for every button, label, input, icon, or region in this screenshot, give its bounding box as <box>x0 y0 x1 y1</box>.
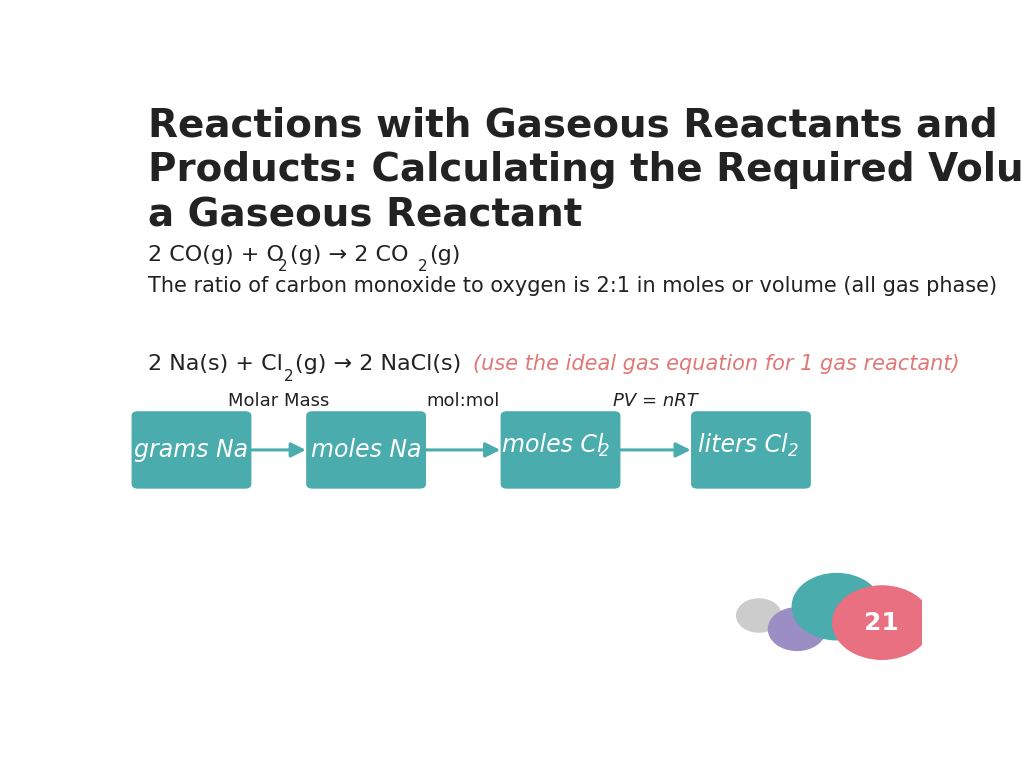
Text: mol:mol: mol:mol <box>427 392 500 410</box>
Text: moles Na: moles Na <box>311 438 421 462</box>
Text: 2: 2 <box>278 260 288 274</box>
Circle shape <box>833 586 931 659</box>
Text: PV = nRT: PV = nRT <box>613 392 698 410</box>
Text: 2: 2 <box>418 260 427 274</box>
Text: Molar Mass: Molar Mass <box>228 392 330 410</box>
Text: Reactions with Gaseous Reactants and: Reactions with Gaseous Reactants and <box>147 107 997 145</box>
Text: The ratio of carbon monoxide to oxygen is 2:1 in moles or volume (all gas phase): The ratio of carbon monoxide to oxygen i… <box>147 276 997 296</box>
Text: 21: 21 <box>864 611 899 634</box>
FancyBboxPatch shape <box>131 411 252 488</box>
Text: 2 CO(g) + O: 2 CO(g) + O <box>147 245 284 265</box>
Text: Products: Calculating the Required Volume of: Products: Calculating the Required Volum… <box>147 151 1024 189</box>
Text: liters Cl: liters Cl <box>698 433 787 457</box>
Text: 2: 2 <box>599 442 609 460</box>
Circle shape <box>793 574 881 640</box>
Text: (g): (g) <box>430 245 461 265</box>
Text: (g) → 2 NaCl(s): (g) → 2 NaCl(s) <box>296 354 462 374</box>
Text: 2 Na(s) + Cl: 2 Na(s) + Cl <box>147 354 283 374</box>
FancyBboxPatch shape <box>306 411 426 488</box>
Text: (g) → 2 CO: (g) → 2 CO <box>290 245 409 265</box>
Text: a Gaseous Reactant: a Gaseous Reactant <box>147 197 582 235</box>
Circle shape <box>736 599 781 632</box>
FancyBboxPatch shape <box>691 411 811 488</box>
FancyBboxPatch shape <box>501 411 621 488</box>
Text: 2: 2 <box>284 369 293 384</box>
Text: (use the ideal gas equation for 1 gas reactant): (use the ideal gas equation for 1 gas re… <box>473 354 959 374</box>
Text: moles Cl: moles Cl <box>502 433 603 457</box>
Circle shape <box>768 607 825 650</box>
Text: 2: 2 <box>788 442 799 460</box>
Text: grams Na: grams Na <box>134 438 249 462</box>
